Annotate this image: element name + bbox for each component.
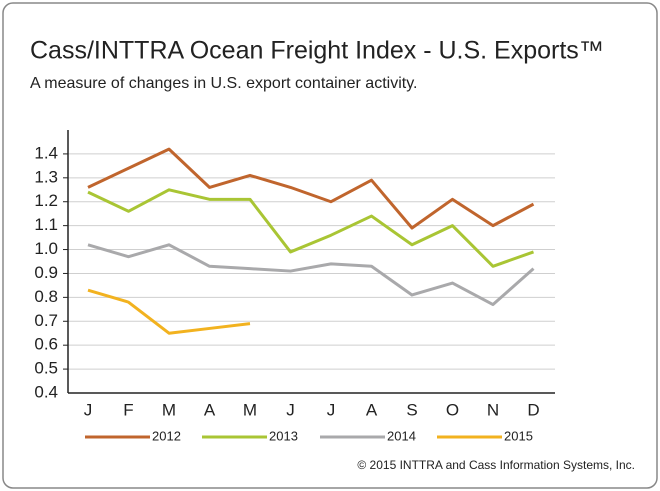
- y-tick-label: 1.1: [34, 215, 58, 234]
- x-tick-label: M: [243, 400, 257, 419]
- x-tick-label: N: [487, 400, 499, 419]
- x-tick-label: S: [406, 400, 417, 419]
- x-tick-label: M: [162, 400, 176, 419]
- y-tick-label: 1.3: [34, 167, 58, 186]
- x-tick-label: J: [286, 400, 295, 419]
- y-tick-label: 0.4: [34, 382, 58, 401]
- series-line: [87, 288, 251, 335]
- y-tick-label: 1.0: [34, 239, 58, 258]
- x-tick-label: J: [84, 400, 93, 419]
- legend-label: 2015: [504, 428, 533, 443]
- x-tick-label: F: [123, 400, 133, 419]
- x-tick-label: D: [527, 400, 539, 419]
- x-tick-label: A: [366, 400, 378, 419]
- y-tick-label: 0.9: [34, 263, 58, 282]
- footer: © 2015 INTTRA and Cass Information Syste…: [357, 458, 635, 472]
- legend-label: 2014: [387, 428, 416, 443]
- chart-title: Cass/INTTRA Ocean Freight Index - U.S. E…: [30, 37, 604, 65]
- y-tick-label: 0.6: [34, 335, 58, 354]
- y-tick-label: 0.7: [34, 311, 58, 330]
- x-tick-label: A: [204, 400, 216, 419]
- x-tick-label: O: [446, 400, 459, 419]
- y-tick-label: 1.2: [34, 191, 58, 210]
- chart-subtitle: A measure of changes in U.S. export cont…: [30, 75, 417, 92]
- legend-label: 2013: [269, 428, 298, 443]
- y-tick-label: 1.4: [34, 143, 58, 162]
- series-line: [87, 243, 535, 307]
- y-tick-label: 0.5: [34, 359, 58, 378]
- legend-label: 2012: [152, 428, 181, 443]
- series-line: [87, 147, 535, 230]
- y-tick-label: 0.8: [34, 287, 58, 306]
- x-tick-label: J: [327, 400, 336, 419]
- series-line: [87, 188, 535, 268]
